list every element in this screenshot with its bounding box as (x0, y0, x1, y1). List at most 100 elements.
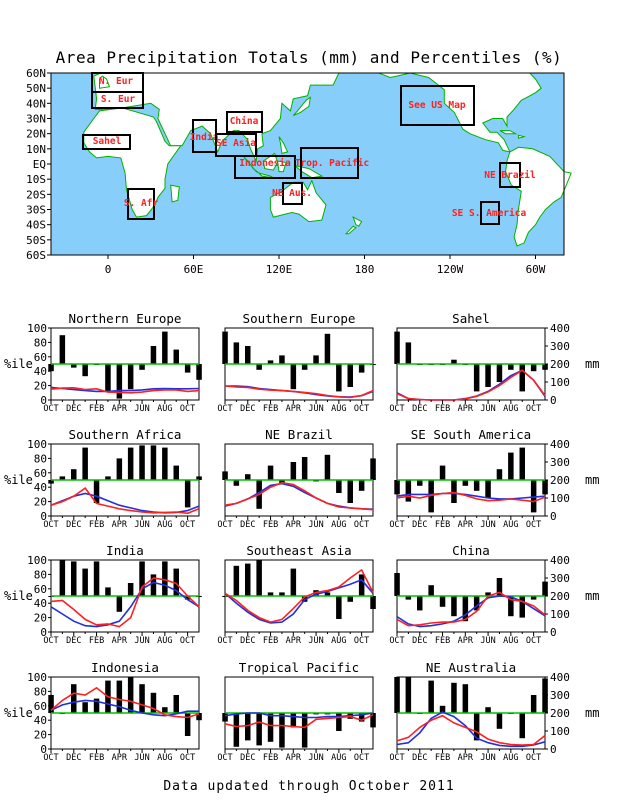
percentile-bar (48, 480, 54, 484)
right-axis-label: 0 (550, 394, 557, 407)
month-label: APR (112, 753, 128, 763)
month-label: AUG (503, 520, 518, 530)
left-axis-title: %ile (4, 589, 33, 603)
percentile-bar (485, 592, 491, 596)
percentile-bar (473, 480, 480, 491)
percentile-bar (519, 596, 525, 618)
percentile-bar (139, 445, 145, 480)
panel-tropical-pacific: Tropical Pacific OCT DEC FEB APR JUN AUG OCT (217, 660, 376, 763)
observed-mm-line (50, 577, 200, 628)
right-axis-label: 0 (550, 510, 557, 523)
month-label: AUG (157, 753, 172, 763)
percentile-bar (405, 596, 412, 600)
percentile-bar (496, 578, 503, 596)
panel-title: Sahel (452, 311, 490, 326)
left-axis-label: 60 (34, 351, 47, 364)
region-box (300, 147, 359, 179)
month-label: AUG (503, 753, 518, 763)
right-axis-title: mm (585, 357, 599, 371)
month-label: OCT (389, 636, 404, 646)
month-label: AUG (157, 520, 172, 530)
month-label: DEC (412, 753, 427, 763)
right-axis-label: 0 (550, 743, 557, 756)
landmass-7 (277, 160, 287, 173)
panel-title: Northern Europe (69, 311, 182, 326)
region-label: N. Eur (99, 76, 134, 87)
percentile-bar (496, 713, 503, 729)
map-lat-label: EQ (33, 158, 46, 171)
left-axis-title: %ile (4, 473, 33, 487)
map-lat-label: 60N (26, 67, 46, 80)
region-label: S. Afr (124, 198, 159, 209)
map-lat-label: 30S (26, 204, 46, 217)
panel-title: Indonesia (91, 660, 159, 675)
percentile-bar (116, 364, 123, 399)
month-label: DEC (240, 404, 255, 414)
landmass-12 (499, 130, 518, 135)
month-label: JUN (480, 404, 495, 414)
month-label: FEB (435, 636, 450, 646)
panel-title: Southern Africa (69, 427, 182, 442)
month-label: OCT (180, 753, 195, 763)
percentile-bar (233, 342, 240, 364)
percentile-bar (222, 713, 228, 722)
map-lat-label: 30N (26, 113, 46, 126)
panel-sahel: Sahel OCT DEC FEB APR JUN AUG OCT 0 100 200 300 400 m… (389, 311, 599, 414)
right-axis-label: 400 (550, 438, 570, 451)
percentile-bar (370, 364, 376, 365)
landmass-4 (243, 156, 260, 174)
month-label: FEB (89, 753, 104, 763)
percentile-bar (462, 480, 469, 486)
footer-note: Data updated through October 2011 (163, 779, 454, 794)
percentile-bar (184, 596, 191, 600)
month-label: DEC (412, 520, 427, 530)
region-box (82, 134, 131, 150)
percentile-bar (405, 677, 412, 713)
normal-mm-line (396, 711, 546, 748)
percentile-bar (245, 713, 251, 741)
right-axis-title: mm (585, 473, 599, 487)
region-label: China (230, 116, 259, 127)
percentile-bar (428, 585, 434, 596)
percentile-bar (370, 458, 376, 480)
percentile-bar (150, 346, 157, 364)
observed-mm-line (50, 486, 200, 515)
month-label: APR (286, 753, 302, 763)
month-label: APR (458, 520, 474, 530)
percentile-bar (173, 349, 179, 364)
panel-se-south-america: SE South America OCT DEC FEB APR JUN AUG OCT 0 10… (389, 427, 599, 530)
month-label: OCT (217, 753, 232, 763)
percentile-bar (127, 364, 134, 390)
region-label: See US Map (408, 100, 465, 111)
panel-ne-brazil: NE Brazil OCT DEC FEB APR JUN AUG OCT (217, 427, 376, 530)
left-axis-label: 40 (34, 714, 47, 727)
left-axis-label: 100 (27, 554, 47, 567)
month-label: OCT (180, 520, 195, 530)
region-box (480, 201, 500, 225)
percentile-bar (279, 355, 285, 364)
right-axis-label: 100 (550, 725, 570, 738)
percentile-bar (279, 713, 285, 748)
right-axis-label: 200 (550, 707, 570, 720)
month-label: APR (112, 404, 128, 414)
month-label: DEC (66, 404, 81, 414)
percentile-bar (116, 680, 123, 713)
percentile-bar (301, 713, 308, 748)
map-land (83, 72, 572, 247)
month-label: FEB (435, 404, 450, 414)
percentile-bar (301, 457, 308, 480)
month-label: OCT (217, 404, 232, 414)
month-label: APR (112, 520, 128, 530)
percentile-bar (358, 713, 365, 722)
percentile-bar (150, 445, 157, 480)
region-box (91, 91, 144, 109)
region-box (226, 111, 263, 133)
month-label: AUG (503, 404, 518, 414)
percentile-bar (184, 713, 191, 736)
percentile-bar (82, 364, 88, 377)
map-lon-label: 120W (437, 263, 464, 276)
percentile-bar (290, 568, 297, 596)
right-axis-label: 0 (550, 626, 557, 639)
observed-mm-line (224, 385, 374, 399)
